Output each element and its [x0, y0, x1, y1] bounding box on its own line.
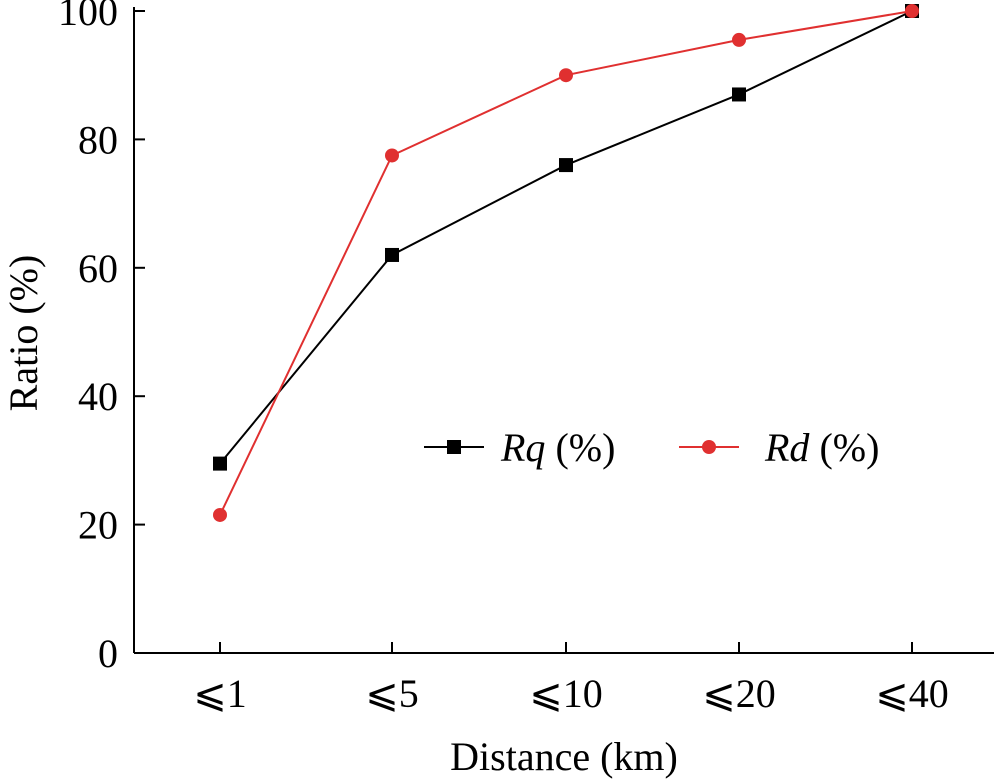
legend-item-rq: Rq (%) [424, 425, 615, 470]
x-tick-label: ⩽20 [702, 671, 776, 716]
data-point-rq [559, 158, 573, 173]
x-tick-label: ⩽1 [193, 671, 247, 716]
legend-label-rd-name: Rd [764, 425, 810, 470]
data-point-rd [559, 68, 573, 83]
series-layer [213, 4, 919, 522]
data-point-rd [732, 32, 746, 47]
data-point-rd [905, 4, 919, 18]
legend-label-rd-unit: (%) [809, 425, 879, 470]
y-tick-label: 100 [58, 0, 118, 34]
data-point-rq [732, 87, 746, 102]
y-tick-label: 40 [78, 374, 118, 419]
legend-marker-rd [702, 440, 716, 454]
x-axis-ticks: ⩽1 ⩽5 ⩽10 ⩽20 ⩽40 [193, 642, 949, 716]
legend-label-rd: Rd (%) [764, 425, 879, 470]
legend-label-rq: Rq (%) [500, 425, 615, 470]
legend-label-rq-name: Rq [500, 425, 545, 470]
x-axis-title: Distance (km) [450, 734, 678, 779]
data-point-rq [385, 247, 399, 262]
legend-label-rq-unit: (%) [545, 425, 615, 470]
y-axis-ticks: 0 20 40 60 80 100 [58, 0, 145, 676]
series-rd [213, 4, 919, 522]
data-point-rd [385, 148, 399, 163]
data-point-rd [213, 507, 227, 522]
y-tick-label: 80 [78, 117, 118, 162]
y-tick-label: 0 [98, 631, 118, 676]
x-tick-label: ⩽5 [365, 671, 419, 716]
y-axis-title: Ratio (%) [1, 255, 46, 412]
axes [133, 7, 994, 654]
x-tick-label: ⩽40 [875, 671, 949, 716]
data-point-rq [213, 456, 227, 471]
legend: Rq (%) Rd (%) [424, 425, 879, 470]
legend-marker-rq [447, 440, 461, 454]
y-tick-label: 20 [78, 503, 118, 548]
y-tick-label: 60 [78, 246, 118, 291]
legend-item-rd: Rd (%) [679, 425, 879, 470]
x-tick-label: ⩽10 [529, 671, 603, 716]
